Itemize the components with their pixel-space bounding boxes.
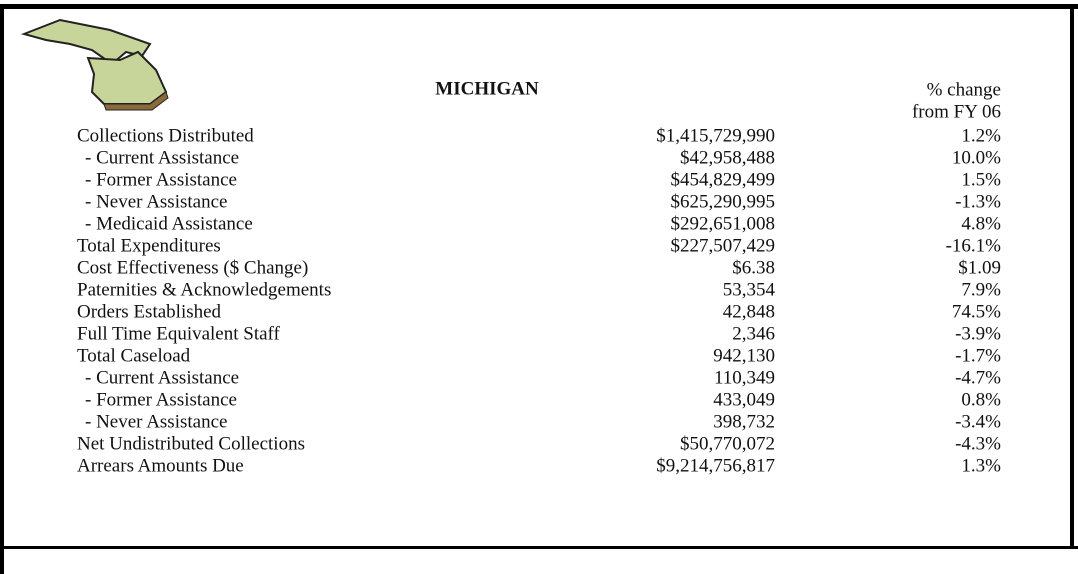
row-value: $1,415,729,990 bbox=[656, 125, 775, 146]
column-header: % change bbox=[927, 79, 1001, 100]
row-value: $454,829,499 bbox=[671, 169, 776, 190]
row-value: $9,214,756,817 bbox=[656, 455, 775, 476]
row-value: 42,848 bbox=[723, 301, 775, 322]
left-border bbox=[0, 4, 4, 574]
row-change: -4.7% bbox=[955, 367, 1001, 388]
row-change: -1.3% bbox=[955, 191, 1001, 212]
row-change: 1.5% bbox=[961, 169, 1001, 190]
row-change: 74.5% bbox=[952, 301, 1001, 322]
row-label: - Never Assistance bbox=[85, 191, 227, 212]
row-label: Total Expenditures bbox=[77, 235, 221, 256]
row-label: Full Time Equivalent Staff bbox=[77, 323, 281, 344]
row-value: $625,290,995 bbox=[671, 191, 776, 212]
table: Collections Distributed $1,415,729,990 1.2… bbox=[77, 125, 1001, 476]
row-value: 2,346 bbox=[732, 323, 775, 344]
row-change: -3.4% bbox=[955, 411, 1001, 432]
right-border bbox=[1070, 4, 1074, 549]
title: MICHIGAN bbox=[435, 78, 539, 99]
row-label: Arrears Amounts Due bbox=[77, 455, 244, 476]
row-label: Net Undistributed Collections bbox=[77, 433, 305, 454]
row-label: Cost Effectiveness ($ Change) bbox=[77, 257, 308, 278]
row-value: $227,507,429 bbox=[671, 235, 776, 256]
row-label: - Medicaid Assistance bbox=[85, 213, 253, 234]
row-change: 4.8% bbox=[961, 213, 1001, 234]
row-label: Paternities & Acknowledgements bbox=[77, 279, 331, 300]
top-border bbox=[0, 4, 1078, 9]
row-value: 942,130 bbox=[713, 345, 775, 366]
row-label: - Never Assistance bbox=[85, 411, 227, 432]
row-label: - Former Assistance bbox=[85, 389, 237, 410]
row-value: 433,049 bbox=[713, 389, 775, 410]
row-label: Total Caseload bbox=[77, 345, 191, 366]
row-label: - Current Assistance bbox=[85, 147, 239, 168]
row-value: 53,354 bbox=[723, 279, 776, 300]
row-value: 398,732 bbox=[713, 411, 775, 432]
row-label: Collections Distributed bbox=[77, 125, 254, 146]
row-value: $50,770,072 bbox=[680, 433, 775, 454]
row-label: - Former Assistance bbox=[85, 169, 237, 190]
row-change: -16.1% bbox=[946, 235, 1002, 256]
row-change: -3.9% bbox=[955, 323, 1001, 344]
row-change: 7.9% bbox=[961, 279, 1001, 300]
row-value: $6.38 bbox=[732, 257, 775, 278]
row-label: - Current Assistance bbox=[85, 367, 239, 388]
row-label: Orders Established bbox=[77, 301, 222, 322]
row-change: -4.3% bbox=[955, 433, 1001, 454]
row-change: 1.2% bbox=[961, 125, 1001, 146]
row-change: 0.8% bbox=[961, 389, 1001, 410]
row-value: $42,958,488 bbox=[680, 147, 775, 168]
row-value: $292,651,008 bbox=[671, 213, 776, 234]
bottom-border bbox=[0, 546, 1078, 549]
row-change: 1.3% bbox=[961, 455, 1001, 476]
row-value: 110,349 bbox=[714, 367, 775, 388]
row-change: $1.09 bbox=[958, 257, 1001, 278]
row-change: 10.0% bbox=[952, 147, 1001, 168]
michigan-icon bbox=[20, 18, 169, 111]
column-header: from FY 06 bbox=[912, 101, 1001, 122]
row-change: -1.7% bbox=[955, 345, 1001, 366]
